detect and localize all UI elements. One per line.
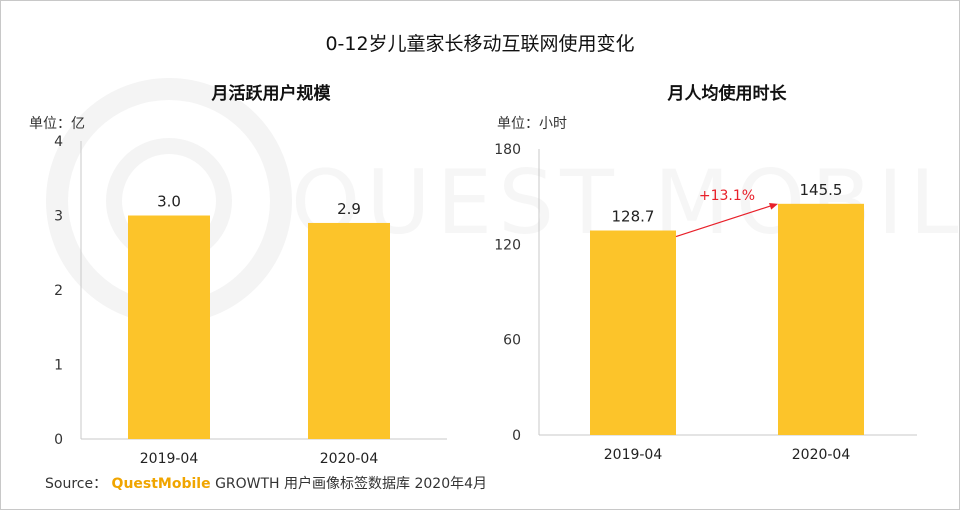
right-unit-label: 单位：小时: [497, 116, 567, 132]
left-chart-title: 月活跃用户规模: [211, 84, 331, 104]
right-chart-title: 月人均使用时长: [667, 84, 787, 104]
left-bar-value-label: 3.0: [157, 193, 181, 211]
right-bar: [590, 230, 676, 435]
right-y-tick-label: 0: [512, 428, 521, 444]
right-y-tick-label: 120: [494, 237, 521, 253]
right-x-category-label: 2019-04: [604, 447, 663, 463]
left-y-tick-label: 2: [54, 283, 63, 299]
right-bar: [778, 203, 864, 435]
right-bar-value-label: 145.5: [800, 181, 843, 199]
left-x-category-label: 2020-04: [320, 451, 379, 467]
left-bar-value-label: 2.9: [337, 200, 361, 218]
left-x-category-label: 2019-04: [140, 451, 199, 467]
growth-arrow-head-icon: [769, 203, 778, 210]
main-title: 0-12岁儿童家长移动互联网使用变化: [325, 33, 635, 55]
left-y-tick-label: 4: [54, 134, 63, 150]
right-y-tick-label: 180: [494, 142, 521, 158]
left-unit-label: 单位：亿: [29, 116, 85, 132]
growth-arrow-line: [675, 204, 775, 238]
source-line: Source： QuestMobile GROWTH 用户画像标签数据库 202…: [45, 473, 487, 493]
source-prefix: Source：: [45, 476, 108, 492]
right-x-category-label: 2020-04: [792, 447, 851, 463]
left-y-tick-label: 1: [54, 358, 63, 374]
source-brand: QuestMobile: [111, 476, 211, 492]
growth-annotation-label: +13.1%: [699, 188, 755, 204]
left-bar: [128, 215, 210, 439]
right-bar-value-label: 128.7: [612, 208, 655, 226]
left-bar: [308, 222, 390, 439]
left-y-tick-label: 0: [54, 432, 63, 448]
left-y-tick-label: 3: [54, 209, 63, 225]
source-suffix: GROWTH 用户画像标签数据库 2020年4月: [215, 476, 488, 492]
right-y-tick-label: 60: [503, 333, 521, 349]
